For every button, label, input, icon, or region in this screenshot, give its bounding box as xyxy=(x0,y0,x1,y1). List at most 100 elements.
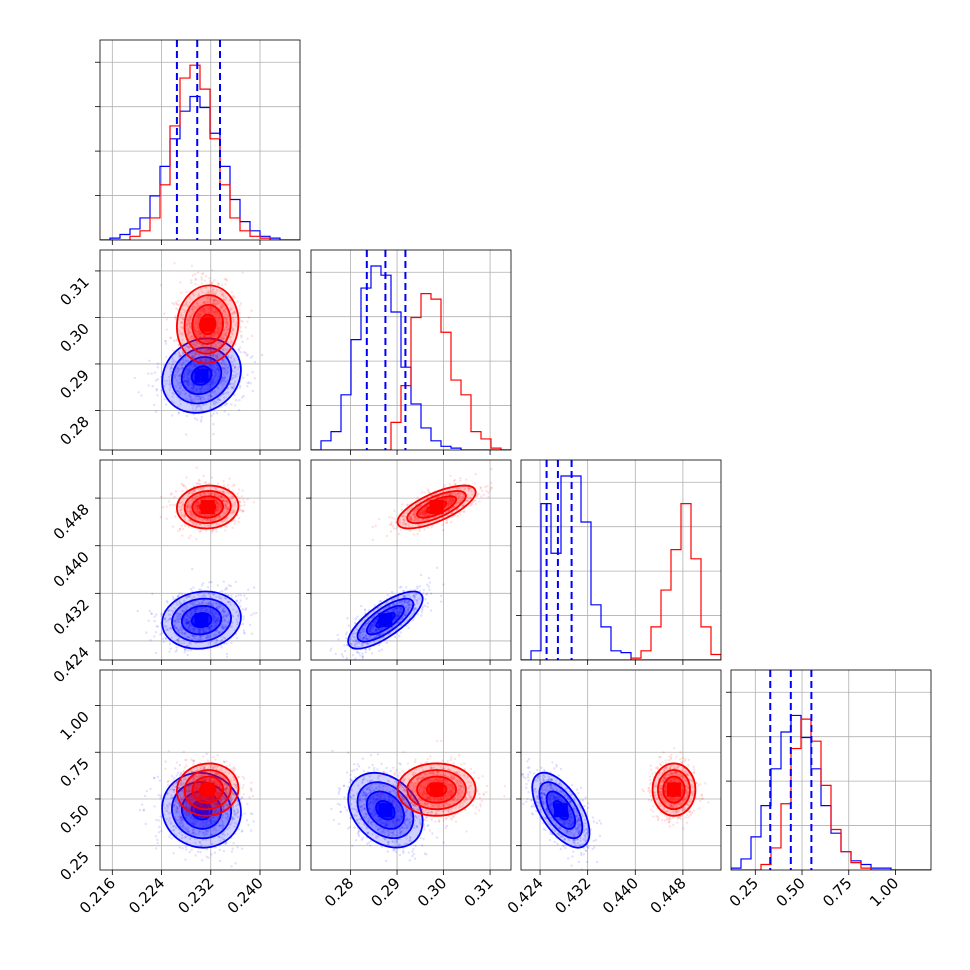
scatter-point xyxy=(179,528,181,530)
scatter-point xyxy=(242,618,244,620)
scatter-point xyxy=(134,377,136,379)
scatter-point xyxy=(160,613,162,615)
scatter-point xyxy=(185,433,187,435)
scatter-point xyxy=(148,360,150,362)
scatter-point xyxy=(244,352,246,354)
scatter-point xyxy=(200,276,202,278)
scatter-point xyxy=(230,585,232,587)
scatter-point xyxy=(155,389,157,391)
scatter-point xyxy=(240,336,242,338)
scatter-point xyxy=(356,616,358,618)
scatter-point xyxy=(169,504,171,506)
scatter-point xyxy=(426,584,428,586)
scatter-point xyxy=(386,594,388,596)
scatter-point xyxy=(242,499,244,501)
scatter-point xyxy=(147,620,149,622)
scatter-point xyxy=(157,626,159,628)
scatter-point xyxy=(379,600,381,602)
scatter-point xyxy=(157,366,159,368)
scatter-point xyxy=(211,531,213,533)
scatter-point xyxy=(360,605,362,607)
scatter-point xyxy=(238,309,240,311)
scatter-point xyxy=(211,282,213,284)
scatter-point xyxy=(176,303,178,305)
scatter-point xyxy=(223,580,225,582)
scatter-point xyxy=(195,483,197,485)
scatter-point xyxy=(253,377,255,379)
scatter-point xyxy=(446,519,448,521)
scatter-point xyxy=(371,526,373,528)
scatter-point xyxy=(202,272,204,274)
scatter-point xyxy=(330,647,332,649)
scatter-point xyxy=(145,631,147,633)
scatter-point xyxy=(180,525,182,527)
panel-content xyxy=(311,250,511,450)
scatter-point xyxy=(210,581,212,583)
scatter-point xyxy=(162,506,164,508)
scatter-point xyxy=(253,586,255,588)
scatter-point xyxy=(251,371,253,373)
scatter-point xyxy=(241,489,243,491)
scatter-point xyxy=(337,638,339,640)
scatter-point xyxy=(243,632,245,634)
scatter-point xyxy=(242,377,244,379)
panel-2-0: 0.4240.4320.4400.448 xyxy=(50,460,300,686)
scatter-point xyxy=(226,588,228,590)
scatter-point xyxy=(236,599,238,601)
scatter-point xyxy=(186,365,188,367)
scatter-point xyxy=(354,618,356,620)
scatter-point xyxy=(192,586,194,588)
scatter-point xyxy=(175,646,177,648)
scatter-point xyxy=(378,650,380,652)
scatter-point xyxy=(159,633,161,635)
scatter-point xyxy=(173,262,175,264)
scatter-point xyxy=(199,379,201,381)
scatter-point xyxy=(171,414,173,416)
scatter-point xyxy=(165,342,167,344)
scatter-point xyxy=(186,291,188,293)
scatter-point xyxy=(354,658,356,660)
scatter-point xyxy=(192,274,194,276)
scatter-point xyxy=(179,281,181,283)
scatter-point xyxy=(196,419,198,421)
scatter-point xyxy=(241,320,243,322)
scatter-point xyxy=(195,538,197,540)
scatter-point xyxy=(365,651,367,653)
scatter-point xyxy=(417,533,419,535)
scatter-point xyxy=(232,484,234,486)
y-tick-label: 0.28 xyxy=(56,413,92,449)
scatter-point xyxy=(239,599,241,601)
y-tick-label: 0.424 xyxy=(50,643,93,686)
panel-content xyxy=(100,460,300,662)
scatter-point xyxy=(187,649,189,651)
scatter-point xyxy=(246,320,248,322)
scatter-point xyxy=(429,581,431,583)
scatter-point xyxy=(216,367,218,369)
scatter-point xyxy=(421,609,423,611)
scatter-point xyxy=(184,651,186,653)
scatter-point xyxy=(371,652,373,654)
scatter-point xyxy=(407,627,409,629)
scatter-point xyxy=(252,390,254,392)
scatter-point xyxy=(215,530,217,532)
scatter-point xyxy=(339,661,341,663)
y-tick-label: 0.29 xyxy=(56,366,92,402)
y-tick-label: 0.448 xyxy=(50,500,93,543)
scatter-point xyxy=(194,417,196,419)
scatter-point xyxy=(239,305,241,307)
scatter-point xyxy=(242,615,244,617)
scatter-point xyxy=(346,657,348,659)
scatter-point xyxy=(354,664,356,666)
scatter-point xyxy=(442,529,444,531)
scatter-point xyxy=(239,500,241,502)
scatter-point xyxy=(343,644,345,646)
scatter-point xyxy=(240,302,242,304)
scatter-point xyxy=(240,594,242,596)
scatter-point xyxy=(243,629,245,631)
scatter-point xyxy=(221,284,223,286)
scatter-point xyxy=(342,655,344,657)
scatter-point xyxy=(203,482,205,484)
scatter-point xyxy=(391,591,393,593)
scatter-point xyxy=(241,495,243,497)
density-peak xyxy=(378,613,392,627)
